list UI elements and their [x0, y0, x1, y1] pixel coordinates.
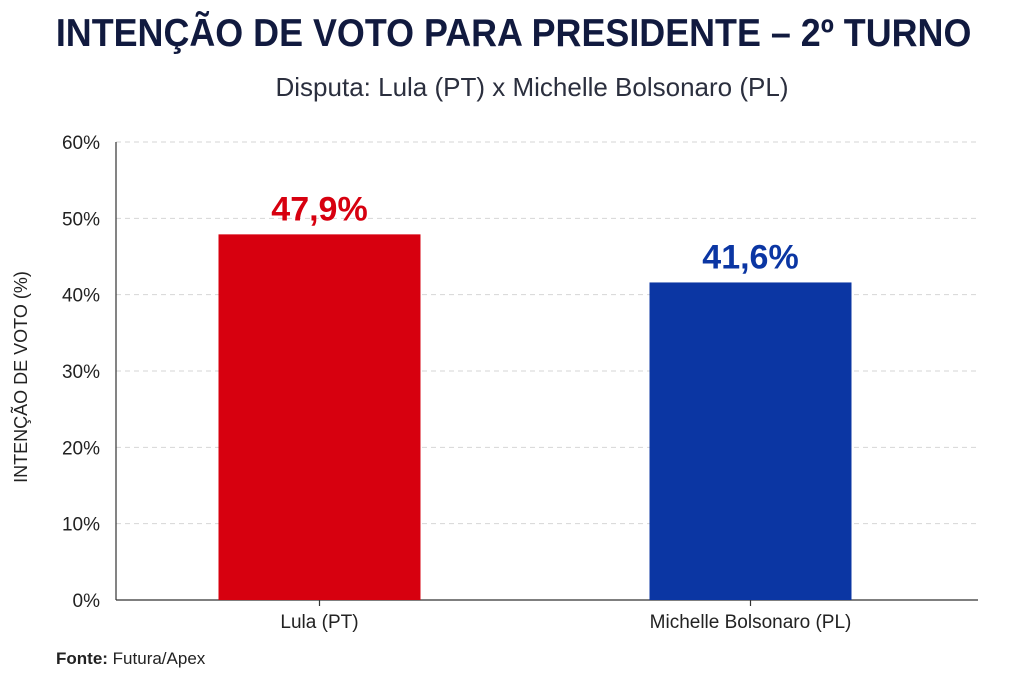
x-tick-label: Lula (PT)	[280, 612, 358, 633]
data-label: 41,6%	[702, 238, 798, 276]
y-axis-label: INTENÇÃO DE VOTO (%)	[10, 271, 31, 483]
y-tick-label: 40%	[62, 286, 100, 307]
bar	[649, 282, 852, 600]
source-note: Fonte: Futura/Apex	[56, 649, 205, 669]
y-tick-label: 10%	[62, 515, 100, 536]
y-tick-label: 60%	[62, 133, 100, 154]
data-label: 47,9%	[271, 190, 367, 228]
chart-subtitle: Disputa: Lula (PT) x Michelle Bolsonaro …	[275, 72, 789, 102]
bars	[218, 234, 852, 600]
bar	[218, 234, 421, 600]
y-tick-label: 20%	[62, 438, 100, 459]
source-text: Futura/Apex	[112, 649, 206, 668]
labels: 0% 10% 20% 30% 40% 50% 60% Lula (PT) 47,9% Michel…	[62, 133, 851, 633]
y-tick-label: 50%	[62, 209, 100, 230]
y-tick-label: 30%	[62, 362, 100, 383]
chart-title: INTENÇÃO DE VOTO PARA PRESIDENTE – 2º TU…	[55, 12, 972, 55]
x-tick-label: Michelle Bolsonaro (PL)	[650, 612, 852, 633]
source-label: Fonte:	[56, 649, 108, 668]
y-tick-label: 0%	[73, 591, 101, 612]
